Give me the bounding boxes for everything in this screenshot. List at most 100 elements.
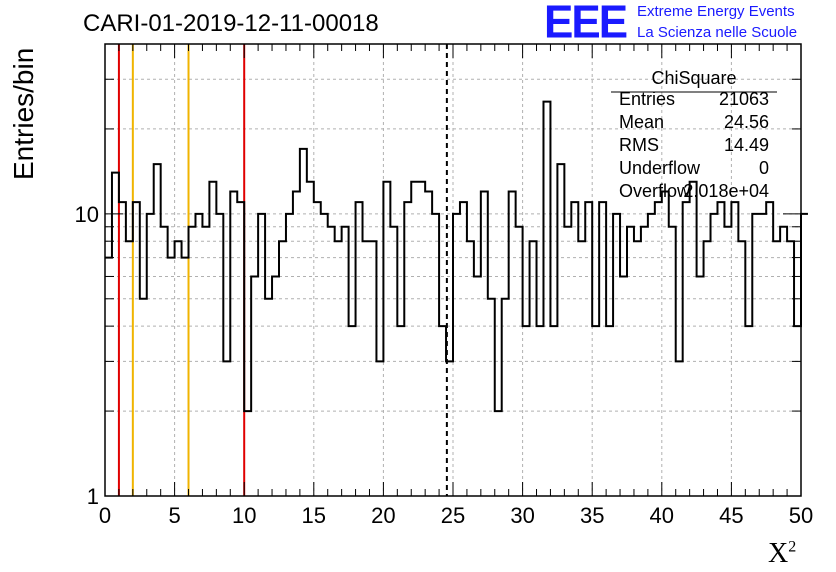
histogram-bin	[641, 227, 648, 496]
histogram-bin	[731, 202, 738, 496]
stats-key: Entries	[619, 89, 676, 109]
histogram-bin	[766, 202, 773, 496]
stats-value: 24.56	[723, 112, 769, 132]
histogram-bin	[537, 326, 544, 496]
stats-key: Mean	[619, 112, 665, 132]
histogram-bin	[189, 227, 196, 496]
histogram-bin	[432, 214, 439, 496]
histogram-bin	[530, 241, 537, 496]
histogram-bin	[411, 182, 418, 496]
histogram-bin	[126, 241, 133, 496]
x-tick-label: 40	[650, 503, 674, 528]
x-tick-label: 20	[371, 503, 395, 528]
histogram-bin	[342, 227, 349, 496]
x-tick-label: 10	[232, 503, 256, 528]
histogram-bin	[752, 214, 759, 496]
histogram-bin	[300, 149, 307, 496]
histogram-bin	[363, 241, 370, 496]
histogram-bin	[627, 227, 634, 496]
stats-key: Overflow	[619, 181, 691, 201]
histogram-bin	[223, 361, 230, 496]
histogram-bin	[599, 202, 606, 496]
histogram-bin	[105, 258, 112, 496]
histogram-bin	[209, 182, 216, 496]
histogram-bin	[272, 276, 279, 496]
stats-value: 0	[758, 158, 769, 178]
histogram-bin	[404, 202, 411, 496]
histogram-bin	[307, 182, 314, 496]
histogram-bin	[140, 299, 147, 496]
histogram-bin	[745, 326, 752, 496]
histogram-bin	[349, 326, 356, 496]
histogram-bin	[453, 214, 460, 496]
histogram-bin	[488, 299, 495, 496]
histogram-bin	[147, 214, 154, 496]
histogram-bin	[780, 227, 787, 496]
x-tick-label: 50	[789, 503, 813, 528]
histogram-bin	[759, 214, 766, 496]
histogram-bin	[168, 258, 175, 496]
histogram-bin	[397, 326, 404, 496]
histogram-bin	[321, 214, 328, 496]
x-axis-label-superscript: 2	[788, 538, 797, 556]
histogram-bin	[634, 241, 641, 496]
logo-text-line1: Extreme Energy Events	[637, 3, 795, 20]
x-tick-label: 5	[168, 503, 180, 528]
histogram-bin	[613, 214, 620, 496]
y-axis-label: Entries/bin	[8, 47, 39, 180]
histogram-bin	[230, 192, 237, 496]
histogram-bin	[460, 202, 467, 496]
histogram-bin	[335, 241, 342, 496]
histogram-bin	[376, 361, 383, 496]
histogram-bin	[787, 241, 794, 496]
stats-value: 2.018e+04	[683, 181, 769, 201]
histogram-bin	[425, 192, 432, 496]
histogram-bin	[439, 326, 446, 496]
histogram-bin	[516, 227, 523, 496]
y-tick-label: 1	[87, 484, 99, 509]
histogram-bin	[286, 214, 293, 496]
histogram-bin	[119, 202, 126, 496]
histogram-bin	[328, 227, 335, 496]
x-tick-label: 25	[441, 503, 465, 528]
stats-value: 21063	[718, 89, 769, 109]
histogram-bin	[592, 326, 599, 496]
histogram-bin	[369, 241, 376, 496]
histogram-bin	[704, 241, 711, 496]
x-tick-label: 35	[580, 503, 604, 528]
histogram-bin	[655, 202, 662, 496]
histogram-bin	[717, 202, 724, 496]
stats-value: 14.49	[723, 135, 769, 155]
histogram-bin	[265, 299, 272, 496]
histogram-bin	[676, 361, 683, 496]
histogram-bin	[279, 241, 286, 496]
x-tick-label: 30	[510, 503, 534, 528]
histogram-bin	[133, 202, 140, 496]
histogram-bin	[571, 202, 578, 496]
histogram-bin	[495, 411, 502, 496]
histogram-bin	[801, 214, 808, 496]
eee-logo: EEE	[544, 0, 628, 49]
x-axis-label: X2	[768, 538, 796, 570]
x-tick-label: 0	[99, 503, 111, 528]
stats-row-overflow: Overflow 2.018e+04	[611, 181, 777, 204]
stats-box: ChiSquare Entries 21063 Mean 24.56 RMS 1…	[611, 68, 777, 204]
histogram-bin	[578, 241, 585, 496]
histogram-bin	[523, 326, 530, 496]
histogram-bin	[202, 227, 209, 496]
histogram-bin	[509, 192, 516, 496]
histogram-bin	[711, 214, 718, 496]
histogram-bin	[543, 102, 550, 496]
x-tick-label: 15	[302, 503, 326, 528]
stats-row-rms: RMS 14.49	[611, 135, 777, 158]
histogram-bin	[481, 192, 488, 496]
histogram-bin	[648, 214, 655, 496]
histogram-bin	[154, 164, 161, 496]
histogram-bin	[112, 173, 119, 496]
histogram-bin	[564, 227, 571, 496]
histogram-bin	[683, 202, 690, 496]
histogram-bin	[585, 202, 592, 496]
histogram-bin	[502, 299, 509, 496]
chart-title: CARI-01-2019-12-11-00018	[83, 10, 379, 37]
